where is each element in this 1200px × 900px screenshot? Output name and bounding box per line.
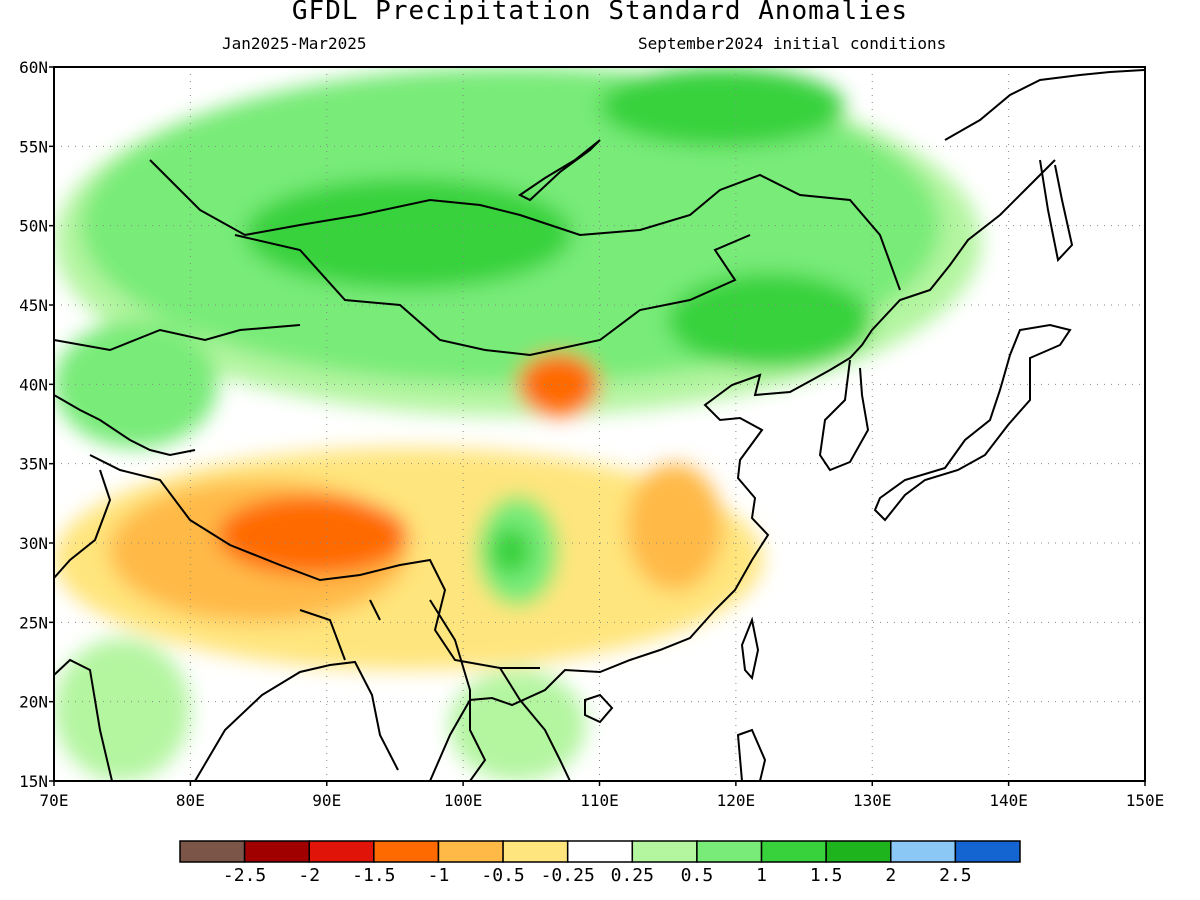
valid-period: Jan2025-Mar2025 [222,34,367,53]
lat-tick-label: 50N [19,217,48,236]
coastline-india [54,658,113,781]
colorbar-label: -0.5 [481,865,524,886]
lon-tick-label: 140E [989,791,1028,810]
border-himalaya [89,454,540,669]
map-title: GFDL Precipitation Standard Anomalies [291,0,909,26]
colorbar-label: -1.5 [352,865,395,886]
border-china-mongolia [234,234,751,357]
anomaly-field [54,67,982,781]
colorbar-label: 0.25 [611,865,654,886]
coastline-sakhalin [1039,159,1074,263]
anomaly-region-5 [667,273,873,369]
lat-tick-label: 30N [19,534,48,553]
anomaly-region-2 [54,320,218,448]
border-kazakhstan-south [54,324,301,352]
lon-tick-label: 130E [853,791,892,810]
lat-tick-label: 45N [19,296,48,315]
lake-baikal [518,139,601,202]
colorbar-label: 0.5 [681,865,714,886]
lat-tick-label: 35N [19,455,48,474]
lat-tick-label: 60N [19,58,48,77]
colorbar-label: 1.5 [810,865,843,886]
lon-tick-label: 110E [580,791,619,810]
border-vietnam-laos [499,667,571,781]
colorbar-swatch [631,840,698,863]
colorbar-label: 2 [885,865,896,886]
coastline-taiwan [740,616,760,681]
initial-conditions: September2024 initial conditions [638,34,947,53]
colorbar-swatch [825,840,892,863]
colorbar-label: 1 [756,865,767,886]
colorbar-swatch [308,840,375,863]
colorbar-label: 2.5 [939,865,972,886]
coastlines-borders [54,69,1145,781]
lon-tick-label: 80E [176,791,205,810]
lat-tick-label: 20N [19,693,48,712]
border-bangladesh [299,599,381,661]
colorbar-swatch [566,840,634,863]
anomaly-region-4 [599,67,845,147]
border-central-asia [54,394,196,457]
lon-tick-label: 120E [717,791,756,810]
colorbar-label: -2.5 [223,865,266,886]
colorbar-swatch [954,840,1021,863]
colorbar-swatch [243,840,310,863]
anomaly-region-9 [217,495,409,575]
lon-tick-label: 90E [312,791,341,810]
colorbar-swatch [179,840,246,863]
coastline-hainan [584,693,614,724]
lon-tick-label: 70E [40,791,69,810]
border-india-west [54,469,112,579]
colorbar-swatch [437,840,504,863]
colorbar-swatch [373,840,440,863]
colorbar-label: -1 [428,865,450,886]
coastline-korea [818,359,870,472]
border-russia-south [149,159,901,291]
lat-tick-label: 40N [19,375,48,394]
coastline-mainland [194,159,1056,781]
anomaly-region-12 [490,527,532,575]
colorbar-label: -2 [298,865,320,886]
colorbar-swatch [696,840,763,863]
coastline-japan [873,323,1072,522]
lon-tick-label: 100E [444,791,483,810]
colorbar-swatch [890,840,957,863]
lon-tick-label: 150E [1126,791,1165,810]
coastline-okhotsk [944,69,1145,141]
lat-tick-label: 55N [19,137,48,156]
colorbar-swatch [502,840,569,863]
coastline-luzon [736,728,767,781]
colorbar-label: -0.25 [541,865,595,886]
lat-tick-label: 15N [19,772,48,791]
anomaly-region-13 [449,669,586,781]
axis-labels: 70E 80E 90E 100E 110E 120E 130E 140E 150E 60N 55N 5… [19,58,1164,810]
border-china-southeast-asia [429,599,487,781]
colorbar: -2.5 -2 -1.5 -1 -0.5 -0.25 0.25 0.5 1 1.5 2 2.5 [179,840,1021,886]
anomaly-region-8 [626,463,723,591]
colorbar-swatch [760,840,827,863]
anomaly-region-3 [244,178,573,290]
anomaly-region-14 [54,638,191,781]
lat-tick-label: 25N [19,613,48,632]
